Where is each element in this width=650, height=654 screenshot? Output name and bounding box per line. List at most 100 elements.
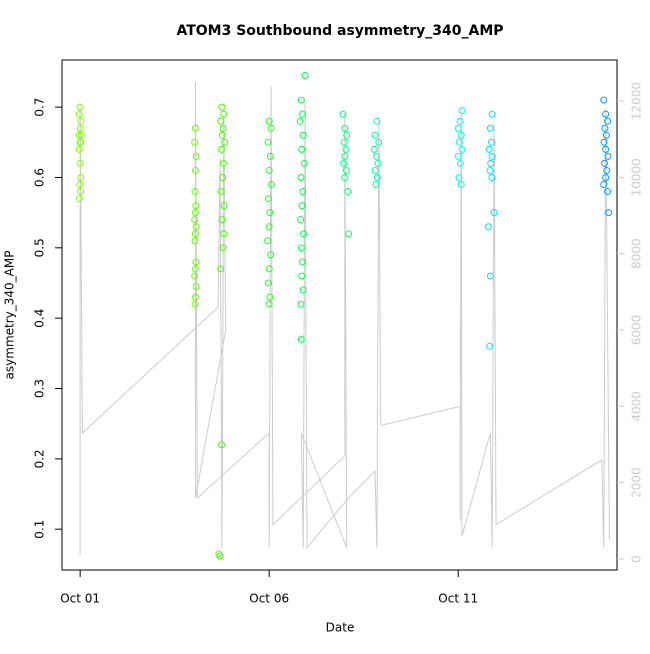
point <box>218 131 226 139</box>
point <box>297 96 305 104</box>
point <box>486 166 494 174</box>
point <box>266 293 274 301</box>
point <box>191 166 199 174</box>
point <box>490 209 498 217</box>
point <box>456 117 464 125</box>
point <box>372 181 380 189</box>
point <box>602 145 610 153</box>
point <box>75 131 83 139</box>
point <box>373 117 381 125</box>
point <box>457 131 465 139</box>
point <box>264 237 272 245</box>
point <box>370 145 378 153</box>
point <box>218 103 226 111</box>
point <box>455 173 463 181</box>
point <box>265 223 273 231</box>
point <box>75 145 83 153</box>
point <box>265 265 273 273</box>
point <box>298 110 306 118</box>
point <box>454 152 462 160</box>
point <box>488 110 496 118</box>
point <box>297 216 305 224</box>
point <box>297 335 305 343</box>
point <box>341 152 349 160</box>
point <box>298 272 306 280</box>
point <box>192 152 200 160</box>
point <box>600 96 608 104</box>
point <box>216 552 224 560</box>
x-axis-label: Date <box>326 621 355 635</box>
point <box>77 131 85 139</box>
point <box>339 110 347 118</box>
point <box>218 441 226 449</box>
point <box>192 223 200 231</box>
y2-tick-label: 4000 <box>630 391 644 422</box>
point <box>191 265 199 273</box>
point <box>300 230 308 238</box>
point <box>218 145 226 153</box>
point <box>217 188 225 196</box>
point <box>76 159 84 167</box>
point <box>604 188 612 196</box>
point <box>77 188 85 196</box>
point <box>299 131 307 139</box>
point <box>219 159 227 167</box>
point <box>191 293 199 301</box>
point <box>264 279 272 287</box>
point <box>219 244 227 252</box>
point <box>265 300 273 308</box>
point <box>603 166 611 174</box>
point <box>375 138 383 146</box>
point <box>191 300 199 308</box>
point <box>298 202 306 210</box>
point <box>341 173 349 181</box>
point <box>264 138 272 146</box>
point <box>219 173 227 181</box>
point <box>487 138 495 146</box>
point <box>221 138 229 146</box>
point <box>76 103 84 111</box>
point <box>454 124 462 132</box>
point <box>192 202 200 210</box>
point <box>371 166 379 174</box>
point <box>371 131 379 139</box>
point <box>267 251 275 259</box>
point <box>345 230 353 238</box>
chart-title: ATOM3 Southbound asymmetry_340_AMP <box>176 23 503 39</box>
point <box>604 117 612 125</box>
point <box>342 166 350 174</box>
point <box>77 138 85 146</box>
point <box>602 110 610 118</box>
point <box>486 124 494 132</box>
point <box>340 138 348 146</box>
point <box>456 159 464 167</box>
point <box>220 202 228 210</box>
point <box>217 265 225 273</box>
point <box>217 117 225 125</box>
point <box>458 107 466 115</box>
point <box>457 181 465 189</box>
point <box>220 110 228 118</box>
point <box>75 195 83 203</box>
y-tick-label: 0.1 <box>33 520 47 539</box>
point <box>373 173 381 181</box>
line-series <box>79 81 610 556</box>
point <box>300 159 308 167</box>
point <box>219 124 227 132</box>
point <box>602 131 610 139</box>
point <box>458 145 466 153</box>
y-tick-label: 0.3 <box>33 379 47 398</box>
point <box>220 230 228 238</box>
point <box>76 181 84 189</box>
point <box>191 230 199 238</box>
y2-tick-label: 2000 <box>630 467 644 498</box>
point <box>299 286 307 294</box>
point <box>374 159 382 167</box>
point <box>77 117 85 125</box>
point <box>191 272 199 280</box>
point <box>340 159 348 167</box>
point <box>604 152 612 160</box>
point <box>266 152 274 160</box>
y2-tick-label: 12000 <box>630 82 644 120</box>
